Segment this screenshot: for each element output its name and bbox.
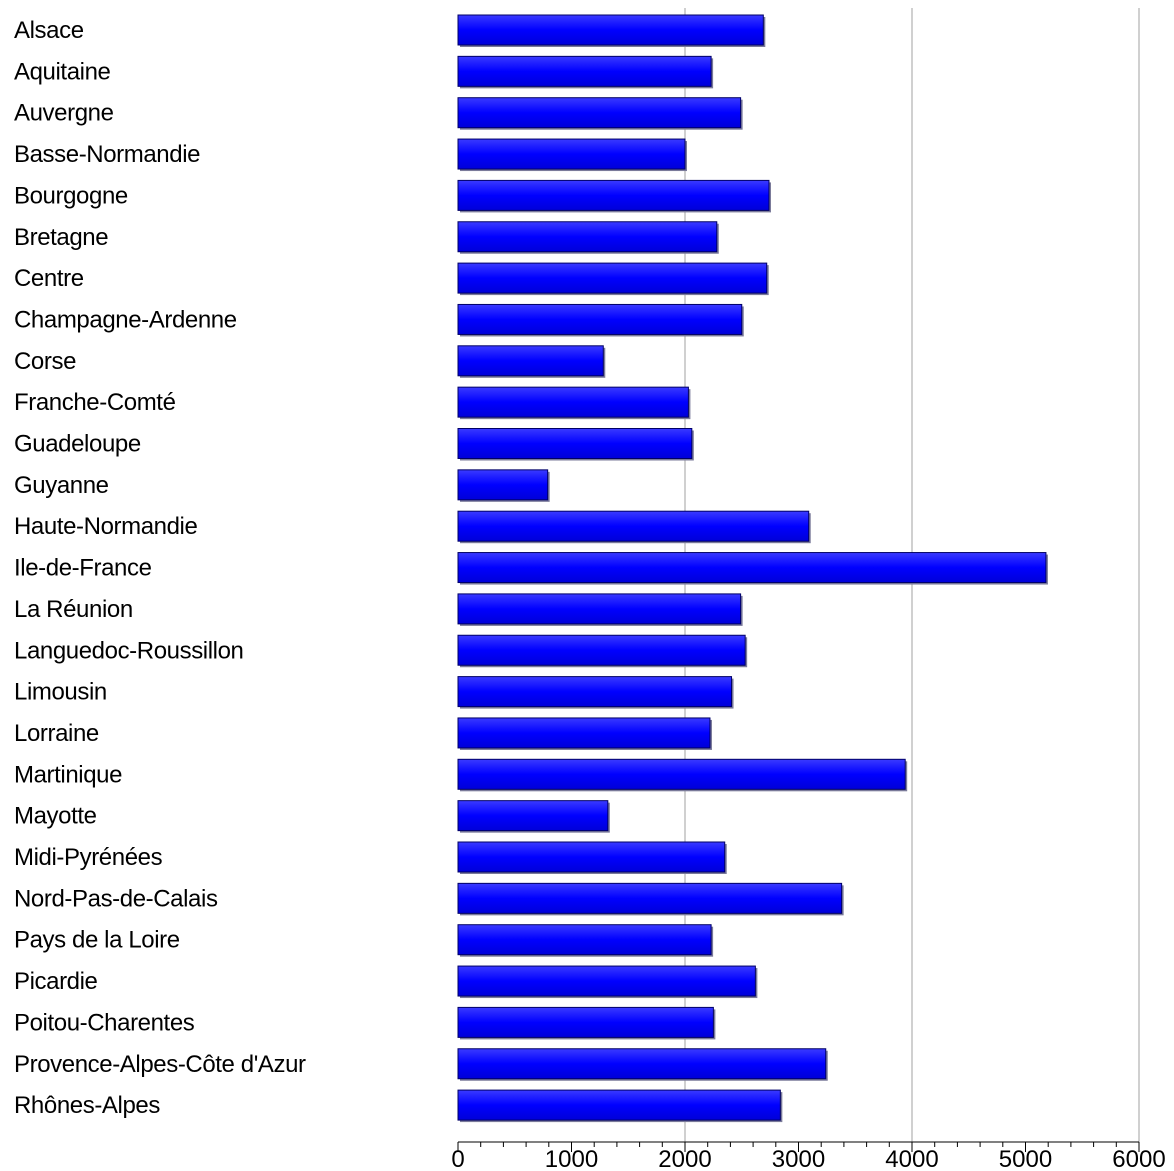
bar xyxy=(457,800,609,832)
category-label: Pays de la Loire xyxy=(14,927,180,954)
category-label: Auvergne xyxy=(14,100,114,127)
bar xyxy=(457,1006,714,1038)
bar xyxy=(457,924,712,956)
bar xyxy=(457,428,693,459)
category-label: Franche-Comté xyxy=(14,389,176,416)
category-label: Haute-Normandie xyxy=(14,513,197,540)
bar xyxy=(457,469,549,501)
bar xyxy=(457,386,689,418)
bar xyxy=(457,634,746,666)
bar xyxy=(457,510,810,542)
bar xyxy=(457,55,712,87)
category-label: Ile-de-France xyxy=(14,555,152,582)
bar xyxy=(457,841,726,873)
x-tick-label: 1000 xyxy=(545,1146,598,1171)
bar xyxy=(457,138,686,170)
category-label: Provence-Alpes-Côte d'Azur xyxy=(14,1051,306,1078)
category-label: Rhônes-Alpes xyxy=(14,1092,160,1119)
category-label: Guyanne xyxy=(14,472,109,499)
category-label: Nord-Pas-de-Calais xyxy=(14,885,218,912)
bar xyxy=(457,758,906,790)
category-label: Mayotte xyxy=(14,803,97,830)
x-tick-label: 4000 xyxy=(885,1146,938,1171)
category-label: Guadeloupe xyxy=(14,431,141,458)
bar xyxy=(457,97,742,129)
bar xyxy=(457,1048,827,1080)
bar xyxy=(457,965,756,997)
category-labels: Alsace Aquitaine Auvergne Basse-Normandie Bo… xyxy=(14,17,306,1119)
category-label: Midi-Pyrénées xyxy=(14,844,163,871)
x-tick-label: 2000 xyxy=(658,1146,711,1171)
bar xyxy=(457,593,742,625)
bar xyxy=(457,179,770,211)
category-label: Basse-Normandie xyxy=(14,141,200,168)
bar xyxy=(457,1089,781,1121)
category-label: Aquitaine xyxy=(14,58,111,85)
category-label: Centre xyxy=(14,265,84,292)
bar xyxy=(457,552,1047,584)
category-label: Bretagne xyxy=(14,224,108,251)
bar xyxy=(457,303,743,335)
x-tick-label: 3000 xyxy=(772,1146,825,1171)
bar xyxy=(457,717,711,749)
category-label: Martinique xyxy=(14,761,122,788)
bar xyxy=(457,14,764,46)
category-label: Languedoc-Roussillon xyxy=(14,637,244,664)
category-label: Poitou-Charentes xyxy=(14,1009,195,1036)
category-label: Alsace xyxy=(14,17,84,44)
bar xyxy=(457,262,768,294)
bars xyxy=(457,14,1048,1123)
bar xyxy=(457,882,843,914)
category-label: Corse xyxy=(14,348,76,375)
bar xyxy=(457,676,733,708)
x-tick-label: 5000 xyxy=(999,1146,1052,1171)
category-label: Champagne-Ardenne xyxy=(14,306,237,333)
category-label: Limousin xyxy=(14,679,107,706)
category-label: Bourgogne xyxy=(14,182,128,209)
x-tick-label: 0 xyxy=(451,1146,464,1171)
x-tick-label: 6000 xyxy=(1112,1146,1165,1171)
category-label: Picardie xyxy=(14,968,98,995)
category-label: Lorraine xyxy=(14,720,99,747)
bar xyxy=(457,345,604,377)
category-label: La Réunion xyxy=(14,596,133,623)
x-axis: 0 1000 2000 3000 4000 5000 6000 xyxy=(451,1141,1166,1171)
bar xyxy=(457,221,718,253)
